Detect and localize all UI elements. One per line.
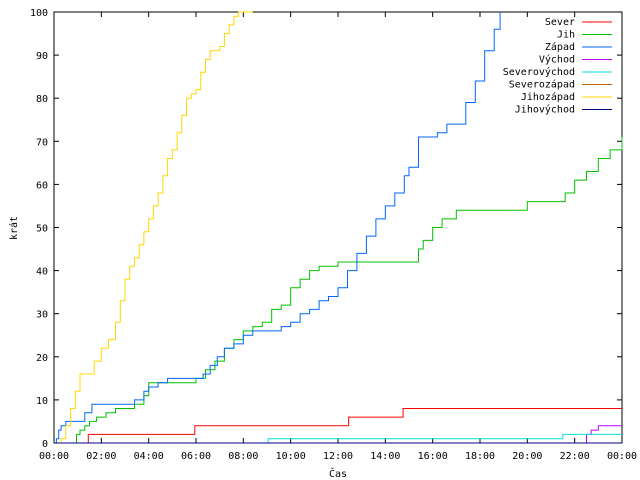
series-line-0	[54, 408, 622, 444]
x-tick-label: 14:00	[370, 451, 400, 462]
x-tick-label: 08:00	[228, 451, 258, 462]
y-tick-label: 30	[36, 310, 48, 321]
legend-label: Jih	[557, 30, 575, 41]
y-tick-label: 20	[36, 353, 48, 364]
y-tick-label: 40	[36, 267, 48, 278]
legend: Sever JihZápadVýchodSeverovýchodSeverozáp…	[503, 17, 612, 116]
legend-label: Jihovýchod	[515, 104, 575, 116]
x-tick-label: 18:00	[465, 451, 495, 462]
y-axis-ticks: 0 10 20 30 40 50 60 70 80 90 100	[30, 8, 622, 450]
series-line-1	[54, 137, 623, 444]
y-tick-label: 100	[30, 8, 48, 19]
legend-label: Jihozápad	[521, 91, 575, 103]
x-tick-label: 00:00	[607, 451, 637, 462]
legend-label: Západ	[545, 41, 575, 53]
x-tick-label: 06:00	[181, 451, 211, 462]
legend-label: Severovýchod	[503, 66, 575, 78]
legend-label: Severozápad	[509, 79, 575, 91]
y-tick-label: 60	[36, 180, 48, 191]
y-tick-label: 10	[36, 396, 48, 407]
y-tick-label: 0	[42, 439, 48, 450]
x-tick-label: 22:00	[560, 451, 590, 462]
series-lines	[54, 11, 623, 444]
legend-label: Východ	[539, 54, 575, 66]
x-axis-label: Čas	[329, 467, 347, 480]
x-tick-label: 10:00	[276, 451, 306, 462]
series-line-2	[54, 12, 501, 444]
y-tick-label: 50	[36, 224, 48, 235]
legend-label: Sever	[545, 17, 575, 28]
series-line-6	[54, 11, 253, 444]
x-tick-label: 12:00	[323, 451, 353, 462]
x-axis-ticks: 00:00 02:00 04:00 06:00 08:00 10:00 12:00 14:00…	[39, 12, 637, 462]
y-tick-label: 80	[36, 94, 48, 105]
x-tick-label: 16:00	[418, 451, 448, 462]
y-axis-label: krát	[8, 216, 20, 240]
x-tick-label: 00:00	[39, 451, 69, 462]
x-tick-label: 02:00	[86, 451, 116, 462]
y-tick-label: 70	[36, 137, 48, 148]
x-tick-label: 20:00	[512, 451, 542, 462]
y-tick-label: 90	[36, 51, 48, 62]
x-tick-label: 04:00	[134, 451, 164, 462]
